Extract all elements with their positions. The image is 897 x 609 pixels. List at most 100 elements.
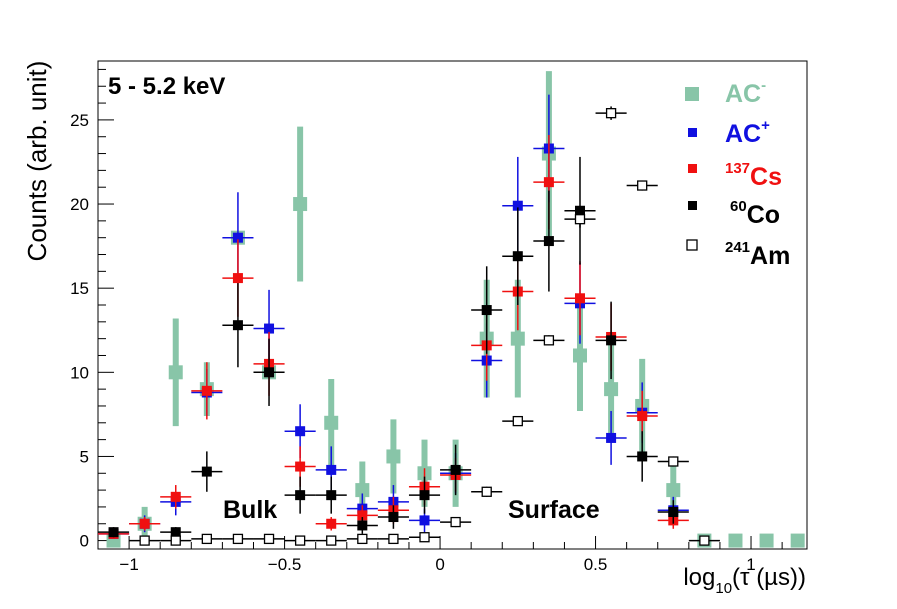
marker (357, 520, 368, 531)
data-point (293, 126, 308, 282)
x-axis-label: log10(τ (µs)) (683, 564, 806, 597)
data-point (253, 533, 285, 545)
marker (264, 367, 275, 378)
data-point (222, 533, 254, 545)
data-point (595, 106, 627, 120)
marker (355, 483, 370, 498)
marker (357, 533, 368, 545)
data-point (790, 533, 805, 548)
marker (543, 335, 555, 346)
marker (201, 533, 212, 545)
data-point (564, 210, 596, 228)
x-tick-label: −0.5 (268, 555, 302, 574)
data-point (284, 535, 316, 546)
data-point (129, 517, 161, 531)
data-point (626, 180, 658, 191)
data-point (160, 535, 192, 546)
marker (512, 415, 523, 427)
legend-entry-ac-plus: AC+ (688, 117, 770, 148)
marker (728, 533, 743, 548)
legend-label: 60Co (730, 198, 780, 229)
legend-marker (686, 239, 698, 251)
data-point (386, 419, 401, 494)
marker (263, 533, 275, 545)
marker (295, 426, 306, 437)
data-point (471, 486, 503, 497)
x-tick-label: 0 (435, 555, 444, 574)
marker (637, 411, 648, 422)
data-point (440, 444, 472, 496)
marker (326, 518, 337, 529)
legend-label: AC- (725, 77, 766, 108)
marker (108, 527, 119, 538)
marker (419, 490, 430, 501)
y-tick-label: 25 (70, 111, 89, 130)
marker (574, 214, 586, 225)
marker (232, 533, 244, 545)
data-point (595, 411, 627, 465)
legend-marker (688, 164, 697, 173)
marker (572, 348, 587, 363)
marker (386, 449, 401, 464)
data-point (502, 207, 534, 305)
data-point (688, 535, 720, 546)
marker (637, 451, 648, 462)
data-point (315, 535, 347, 546)
data-point (191, 362, 223, 420)
data-point (657, 456, 689, 467)
data-point (191, 451, 223, 492)
y-tick-label: 0 (80, 532, 89, 551)
data-point (377, 505, 409, 529)
data-point (533, 335, 565, 346)
annotation-bulk: Bulk (223, 496, 277, 524)
marker (201, 385, 212, 396)
marker (574, 293, 585, 304)
marker (326, 490, 337, 501)
data-point (564, 261, 596, 336)
marker (139, 535, 150, 546)
marker (481, 305, 492, 316)
marker (606, 335, 617, 346)
x-axis-label-base: log (683, 564, 715, 591)
marker (232, 320, 243, 331)
marker (324, 415, 339, 430)
marker (510, 331, 525, 346)
data-point (98, 527, 130, 538)
legend-label: 241Am (725, 239, 790, 270)
y-tick-label: 20 (70, 195, 89, 214)
marker (606, 432, 617, 443)
marker (668, 506, 679, 517)
series-241Am (129, 106, 720, 546)
marker (419, 532, 430, 543)
data-point (160, 485, 192, 509)
x-tick-label: 0.5 (584, 555, 608, 574)
data-point (657, 500, 689, 524)
x-tick-label: −1 (119, 555, 138, 574)
chart-title: 5 - 5.2 keV (108, 73, 225, 100)
data-point (346, 533, 378, 545)
marker (543, 236, 554, 247)
data-point (626, 431, 658, 482)
marker (295, 490, 306, 501)
legend: AC- AC+ 137Cs 60Co 241Am (685, 77, 790, 270)
x-axis-label-sub: 10 (715, 580, 732, 597)
marker (512, 200, 523, 211)
marker (604, 382, 619, 397)
data-point (222, 283, 254, 368)
marker (605, 108, 617, 119)
marker (264, 323, 275, 334)
x-axis-label-rest: (τ (µs)) (732, 564, 806, 591)
marker (295, 461, 306, 472)
marker (388, 533, 399, 545)
marker (201, 466, 212, 477)
data-point (168, 318, 183, 427)
marker (512, 251, 523, 262)
legend-marker (688, 128, 697, 137)
y-tick-label: 15 (70, 279, 89, 298)
legend-entry-ac-minus: AC- (685, 77, 766, 108)
data-point (191, 533, 223, 545)
data-point (502, 415, 534, 427)
legend-label: AC+ (725, 117, 770, 148)
marker (699, 535, 710, 546)
data-point (315, 517, 347, 531)
